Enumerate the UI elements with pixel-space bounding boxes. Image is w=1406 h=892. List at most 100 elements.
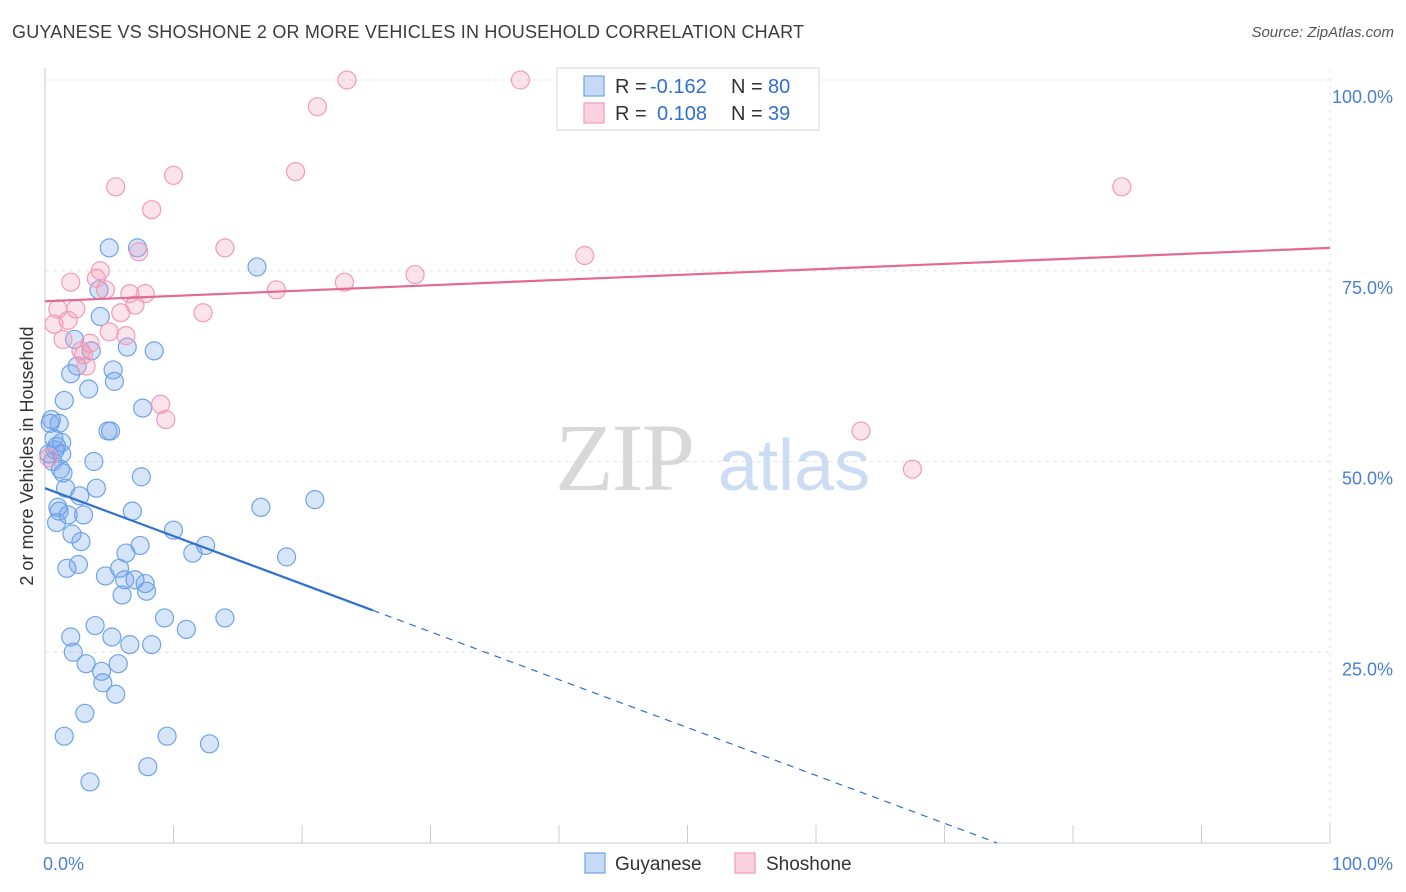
shoshone-point	[163, 165, 184, 185]
shoshone-point	[266, 280, 286, 300]
shoshone-point	[53, 329, 73, 350]
shoshone-point	[307, 97, 328, 117]
shoshone-point	[902, 459, 922, 479]
bottom-legend-swatch-guyanese	[584, 852, 606, 874]
watermark: ZIP atlas	[555, 404, 870, 511]
shoshone-point	[1112, 177, 1132, 197]
guyanese-point	[135, 573, 155, 594]
guyanese-point	[157, 726, 177, 746]
guyanese-point	[215, 608, 235, 628]
guyanese-point	[199, 734, 220, 754]
guyanese-point	[71, 532, 91, 552]
guyanese-point	[52, 432, 72, 453]
shoshone-point	[76, 356, 96, 376]
guyanese-point	[276, 547, 297, 567]
guyanese-point	[76, 654, 96, 674]
guyanese-point	[68, 554, 89, 575]
guyanese-point	[125, 570, 145, 590]
guyanese-point	[100, 421, 121, 441]
shoshone-point	[61, 272, 81, 292]
guyanese-point	[251, 497, 271, 517]
legend-n-value-guyanese: 80	[768, 76, 790, 98]
shoshone-point	[73, 345, 94, 365]
guyanese-point	[247, 257, 267, 277]
guyanese-point	[106, 684, 126, 704]
shoshone-point	[151, 394, 171, 414]
shoshone-point	[80, 333, 100, 353]
shoshone-point	[405, 264, 425, 285]
shoshone-point	[142, 200, 162, 220]
x-tick-label-max: 100.0%	[1332, 854, 1393, 874]
legend-r-value-shoshone: 0.108	[657, 103, 707, 125]
guyanese-point	[63, 642, 83, 662]
guyanese-point	[99, 238, 119, 258]
guyanese-point	[103, 360, 123, 380]
guyanese-point	[54, 726, 74, 746]
y-tick-label-75: 75.0%	[1342, 278, 1393, 298]
guyanese-point	[102, 627, 122, 647]
guyanese-point	[79, 379, 99, 399]
guyanese-trend-extension	[372, 609, 998, 844]
chart-source: Source: ZipAtlas.com	[1251, 24, 1394, 41]
shoshone-point	[66, 299, 86, 319]
shoshone-point	[285, 161, 306, 182]
guyanese-point	[154, 608, 175, 628]
series-legend: Guyanese Shoshone	[584, 852, 852, 875]
guyanese-point	[84, 451, 104, 472]
legend-swatch-guyanese	[583, 75, 605, 97]
shoshone-point	[129, 242, 149, 262]
guyanese-point	[64, 329, 85, 350]
shoshone-point	[851, 421, 871, 441]
shoshone-point	[193, 303, 213, 323]
shoshone-point	[39, 448, 59, 468]
legend-r-value-guyanese: -0.162	[650, 76, 707, 98]
shoshone-point	[116, 326, 136, 346]
guyanese-point	[136, 581, 157, 601]
guyanese-point	[138, 757, 158, 777]
x-ticks	[44, 825, 1331, 843]
guyanese-point	[75, 703, 95, 723]
legend-n-label-guyanese: N =	[731, 76, 763, 98]
legend-n-value-shoshone: 39	[768, 103, 790, 125]
guyanese-point	[133, 398, 153, 418]
guyanese-point	[40, 413, 60, 433]
guyanese-point	[305, 490, 325, 510]
guyanese-point	[176, 619, 196, 639]
x-tick-label-min: 0.0%	[43, 854, 84, 874]
shoshone-point	[99, 322, 119, 342]
guyanese-point	[85, 615, 105, 636]
bottom-legend-swatch-shoshone	[734, 852, 756, 874]
guyanese-point	[142, 635, 162, 655]
guyanese-point	[90, 306, 110, 327]
guyanese-point	[108, 654, 128, 674]
guyanese-point	[112, 585, 132, 605]
guyanese-point	[115, 570, 135, 590]
y-tick-label-100: 100.0%	[1332, 87, 1393, 107]
guyanese-point	[61, 627, 81, 647]
shoshone-point	[575, 245, 595, 266]
watermark-atlas: atlas	[718, 426, 870, 506]
legend-r-label-guyanese: R =	[615, 76, 647, 98]
shoshone-point	[156, 409, 176, 430]
guyanese-point	[109, 558, 130, 578]
legend-swatch-shoshone	[583, 102, 605, 124]
guyanese-point	[73, 505, 94, 525]
bottom-legend-label-shoshone: Shoshone	[766, 854, 852, 875]
shoshone-point	[44, 314, 64, 334]
shoshone-point	[90, 261, 110, 281]
shoshone-point	[95, 280, 115, 300]
guyanese-point	[80, 772, 100, 792]
stats-legend: R = -0.162 N = 80 R = 0.108 N = 39	[556, 67, 820, 131]
guyanese-point	[120, 635, 140, 655]
bottom-legend-label-guyanese: Guyanese	[615, 854, 702, 875]
guyanese-point	[144, 341, 164, 361]
shoshone-point	[215, 238, 235, 258]
guyanese-point	[131, 467, 151, 487]
guyanese-trend-line	[44, 487, 374, 612]
y-tick-label-50: 50.0%	[1342, 469, 1393, 489]
guyanese-point	[61, 364, 81, 384]
shoshone-point	[337, 70, 357, 90]
y-tick-labels: 25.0% 50.0% 75.0% 100.0%	[1332, 87, 1393, 679]
legend-r-label-shoshone: R =	[615, 103, 647, 125]
